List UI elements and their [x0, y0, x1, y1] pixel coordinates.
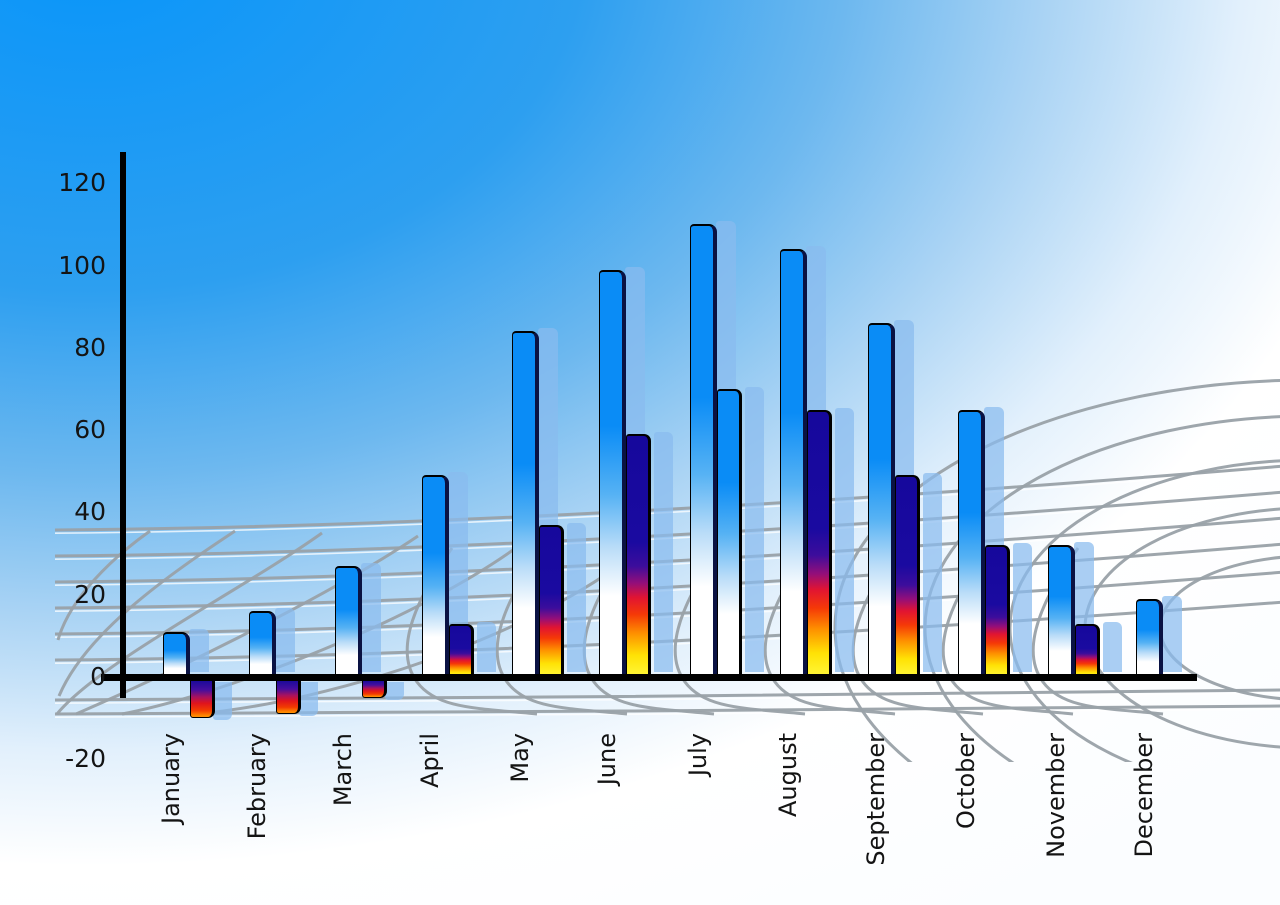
x-axis-line [101, 674, 1197, 681]
bar-secondary-shadow [1013, 543, 1032, 672]
bar-primary [422, 475, 449, 677]
bar-primary-shadow [189, 628, 209, 672]
bar-secondary-shadow [923, 473, 942, 672]
bar-primary [690, 224, 717, 677]
x-tick-label-april: April [416, 733, 444, 788]
y-axis-line [120, 152, 126, 698]
y-tick-label-60: 60 [74, 415, 106, 445]
bar-secondary-shadow [213, 682, 232, 721]
bar-secondary [985, 545, 1010, 677]
bar-secondary [276, 681, 301, 715]
x-tick-label-august: August [774, 733, 802, 817]
y-tick-label-120: 120 [58, 168, 106, 198]
y-tick-label-0: 0 [90, 662, 106, 691]
bar-secondary [626, 434, 651, 677]
bar-secondary [807, 409, 832, 677]
bar-primary-shadow [448, 472, 468, 672]
bar-secondary-shadow [835, 407, 854, 672]
bar-primary [958, 409, 985, 677]
y-tick-label-100: 100 [58, 250, 106, 280]
x-tick-label-may: May [506, 733, 534, 783]
bar-primary-shadow [1162, 595, 1182, 672]
x-tick-label-june: June [593, 733, 621, 786]
bar-primary [163, 631, 190, 677]
bar-secondary-shadow [299, 682, 318, 717]
bar-primary-shadow [361, 562, 381, 672]
bar-primary [1048, 545, 1075, 677]
bar-primary [1136, 598, 1163, 677]
x-tick-label-december: December [1130, 733, 1158, 858]
bar-secondary [895, 475, 920, 677]
bar-secondary [190, 681, 215, 719]
bar-secondary-shadow [567, 522, 586, 672]
bar-secondary-shadow [385, 682, 404, 700]
bar-primary [599, 269, 626, 677]
bar-secondary [539, 524, 564, 677]
bar-primary [335, 565, 362, 677]
y-tick-label-40: 40 [74, 497, 106, 527]
x-tick-label-january: January [157, 733, 185, 824]
bar-primary [780, 249, 807, 677]
x-tick-label-july: July [684, 733, 712, 777]
y-tick-label-80: 80 [74, 332, 106, 362]
bar-secondary-shadow [745, 386, 764, 672]
x-tick-label-march: March [329, 733, 357, 807]
bar-secondary-shadow [1103, 621, 1122, 672]
bar-primary [249, 611, 276, 677]
bar-secondary-shadow [477, 621, 496, 672]
bar-secondary [362, 681, 387, 698]
bar-primary [868, 323, 895, 677]
y-tick-label-20: 20 [74, 579, 106, 609]
bar-primary-shadow [275, 608, 295, 672]
bar-secondary [1075, 623, 1100, 677]
x-tick-label-october: October [952, 733, 980, 830]
bar-secondary-shadow [654, 432, 673, 672]
bar-primary [512, 331, 539, 677]
bar-secondary [449, 623, 474, 677]
bar-secondary [717, 388, 742, 677]
y-tick-label--20: -20 [65, 744, 106, 774]
